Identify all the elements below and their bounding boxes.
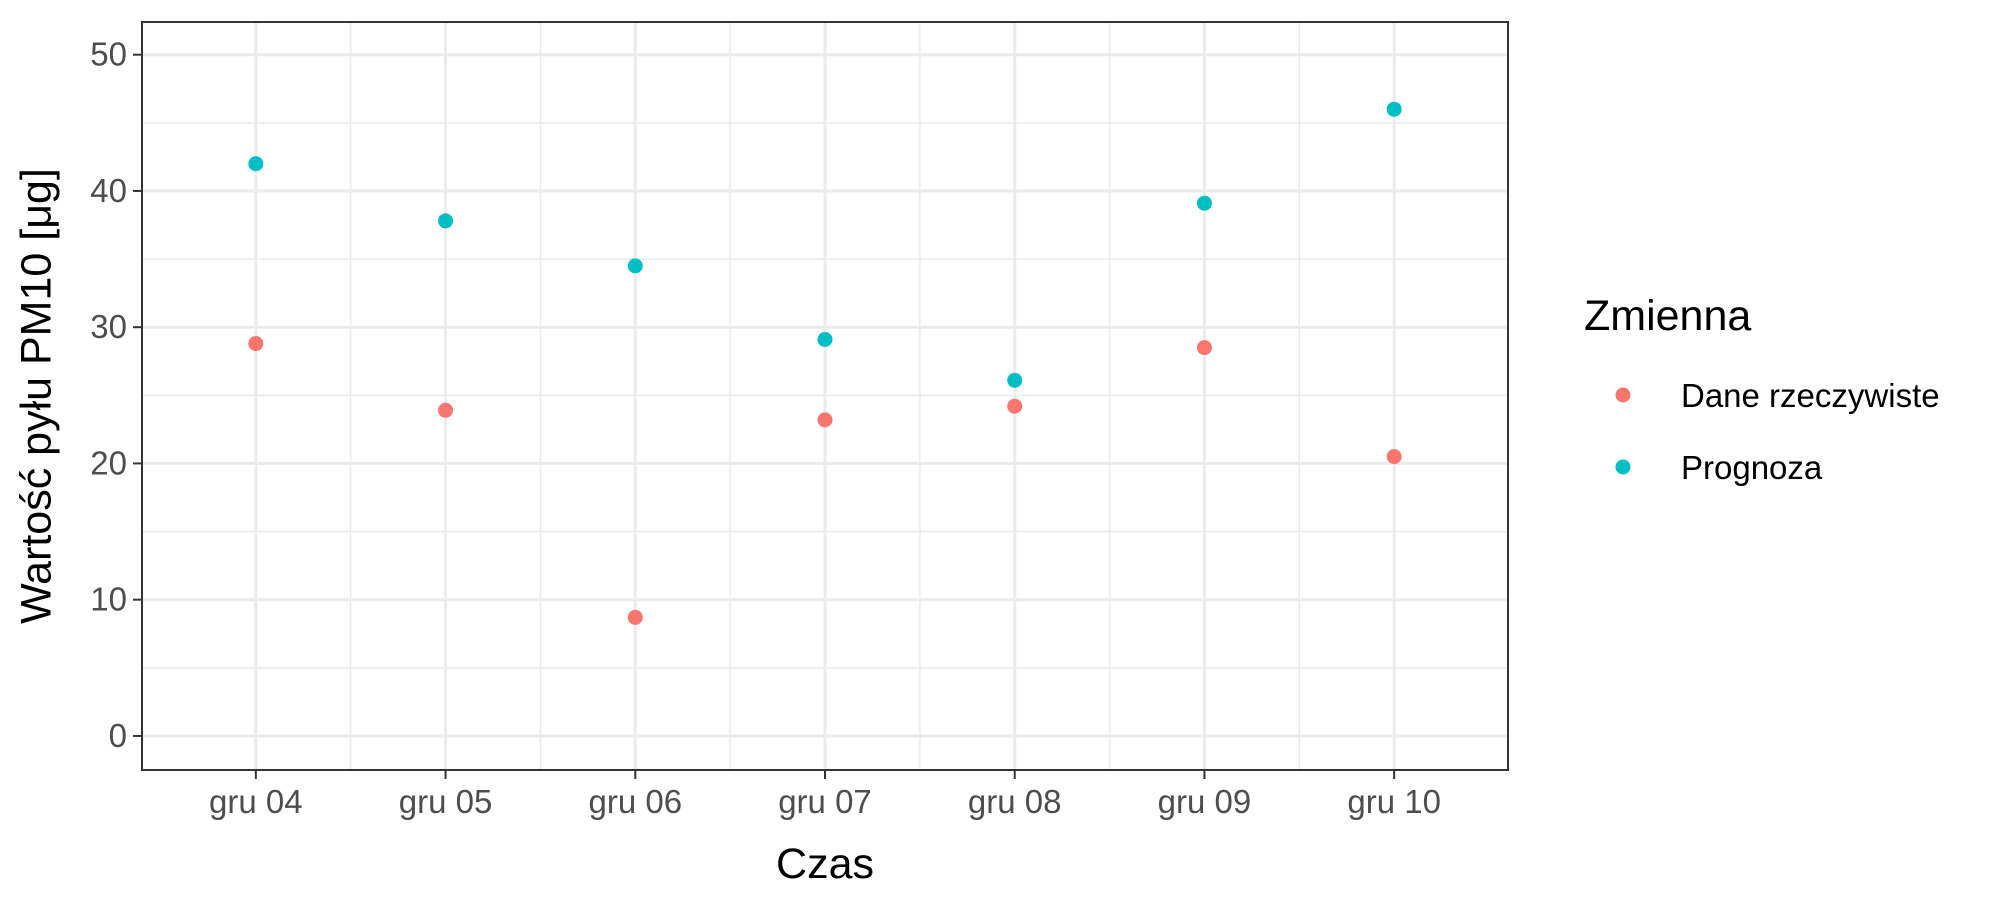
y-tick-label: 40 <box>90 172 127 209</box>
x-tick-label: gru 04 <box>209 783 303 820</box>
x-tick-label: gru 08 <box>968 783 1062 820</box>
data-point <box>1196 340 1212 356</box>
data-point <box>1386 449 1402 465</box>
legend: Zmienna Dane rzeczywiste Prognoza <box>1584 292 1940 486</box>
y-tick-label: 0 <box>109 717 127 754</box>
data-point <box>1386 101 1402 117</box>
legend-title: Zmienna <box>1584 292 1751 340</box>
legend-key <box>1615 459 1631 475</box>
y-tick-label: 50 <box>90 36 127 73</box>
legend-label: Prognoza <box>1681 449 1823 486</box>
y-tick-label: 10 <box>90 581 127 618</box>
legend-items: Dane rzeczywiste Prognoza <box>1615 377 1940 486</box>
axes: 0 10 20 30 40 50 gru 04 gru 05 gru 06 gru 07 gru 0… <box>90 21 1509 820</box>
data-point <box>1196 195 1212 211</box>
data-point <box>627 258 643 274</box>
data-point <box>817 412 833 428</box>
data-point <box>627 609 643 625</box>
x-tick-label: gru 10 <box>1347 783 1441 820</box>
data-point <box>438 213 454 229</box>
data-point <box>817 331 833 347</box>
grid <box>142 22 1508 770</box>
x-tick-label: gru 06 <box>588 783 682 820</box>
y-tick-label: 20 <box>90 444 127 481</box>
y-axis-title: Wartość pyłu PM10 [μg] <box>12 168 60 624</box>
y-tick-label: 30 <box>90 308 127 345</box>
data-point <box>1007 398 1023 414</box>
data-points <box>248 101 1402 625</box>
data-point <box>438 402 454 418</box>
x-tick-label: gru 09 <box>1158 783 1252 820</box>
data-point <box>1007 372 1023 388</box>
data-point <box>248 156 264 172</box>
legend-label: Dane rzeczywiste <box>1681 377 1940 414</box>
x-tick-label: gru 07 <box>778 783 872 820</box>
legend-key <box>1615 387 1631 403</box>
data-point <box>248 336 264 352</box>
x-axis-title: Czas <box>776 840 874 888</box>
x-tick-label: gru 05 <box>399 783 493 820</box>
